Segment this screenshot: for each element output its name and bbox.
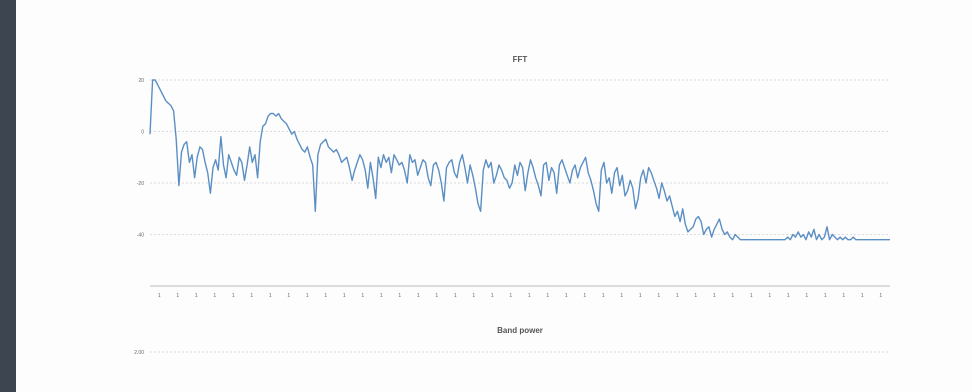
band-power-y-tick-label: 2.00 [134, 350, 144, 356]
fft-x-tick-label: 1 [343, 293, 346, 299]
fft-x-tick-label: 1 [842, 293, 845, 299]
fft-x-tick-label: 1 [528, 293, 531, 299]
fft-x-tick-label: 1 [565, 293, 568, 299]
fft-x-tick-label: 1 [694, 293, 697, 299]
fft-x-tick-label: 1 [879, 293, 882, 299]
charts-svg: FFT 20 0 -20 -40 1 1 1 1 1 1 1 1 1 1 1 1 1 1 1 1 1 1 1 1 1 1 1 1 1 1 1 1… [134, 55, 890, 356]
fft-x-tick-label: 1 [324, 293, 327, 299]
fft-x-tick-label: 1 [805, 293, 808, 299]
fft-y-tick-label: -20 [137, 181, 144, 187]
fft-series-line [149, 79, 890, 241]
fft-x-tick-label: 1 [472, 293, 475, 299]
fft-x-tick-label: 1 [398, 293, 401, 299]
fft-x-tick-label: 1 [287, 293, 290, 299]
fft-x-tick-label: 1 [417, 293, 420, 299]
fft-title: FFT [513, 55, 528, 64]
fft-x-tick-label: 1 [824, 293, 827, 299]
chart-page: FFT 20 0 -20 -40 1 1 1 1 1 1 1 1 1 1 1 1 1 1 1 1 1 1 1 1 1 1 1 1 1 1 1 1… [16, 0, 972, 392]
fft-x-tick-label: 1 [787, 293, 790, 299]
fft-x-tick-label: 1 [380, 293, 383, 299]
fft-y-tick-label: 0 [141, 130, 144, 136]
fft-y-tick-label: -40 [137, 233, 144, 239]
fft-x-tick-label: 1 [213, 293, 216, 299]
fft-x-tick-label: 1 [250, 293, 253, 299]
band-power-title: Band power [497, 326, 543, 335]
fft-x-tick-label: 1 [731, 293, 734, 299]
fft-x-tick-label: 1 [620, 293, 623, 299]
fft-x-tick-label: 1 [435, 293, 438, 299]
left-panel-edge [0, 0, 16, 392]
fft-x-tick-label: 1 [639, 293, 642, 299]
fft-x-tick-label: 1 [546, 293, 549, 299]
fft-x-tick-label: 1 [269, 293, 272, 299]
fft-x-tick-label: 1 [583, 293, 586, 299]
fft-x-tick-label: 1 [509, 293, 512, 299]
fft-x-tick-label: 1 [861, 293, 864, 299]
fft-x-tick-label: 1 [454, 293, 457, 299]
fft-x-tick-label: 1 [750, 293, 753, 299]
fft-x-tick-label: 1 [768, 293, 771, 299]
fft-x-tick-label: 1 [361, 293, 364, 299]
fft-x-tick-label: 1 [713, 293, 716, 299]
fft-x-tick-label: 1 [306, 293, 309, 299]
fft-x-tick-label: 1 [657, 293, 660, 299]
fft-x-tick-label: 1 [176, 293, 179, 299]
fft-x-tick-label: 1 [602, 293, 605, 299]
fft-x-tick-label: 1 [491, 293, 494, 299]
fft-x-tick-label: 1 [676, 293, 679, 299]
fft-x-tick-label: 1 [195, 293, 198, 299]
fft-x-tick-label: 1 [158, 293, 161, 299]
fft-x-tick-label: 1 [232, 293, 235, 299]
fft-y-tick-label: 20 [138, 78, 144, 84]
